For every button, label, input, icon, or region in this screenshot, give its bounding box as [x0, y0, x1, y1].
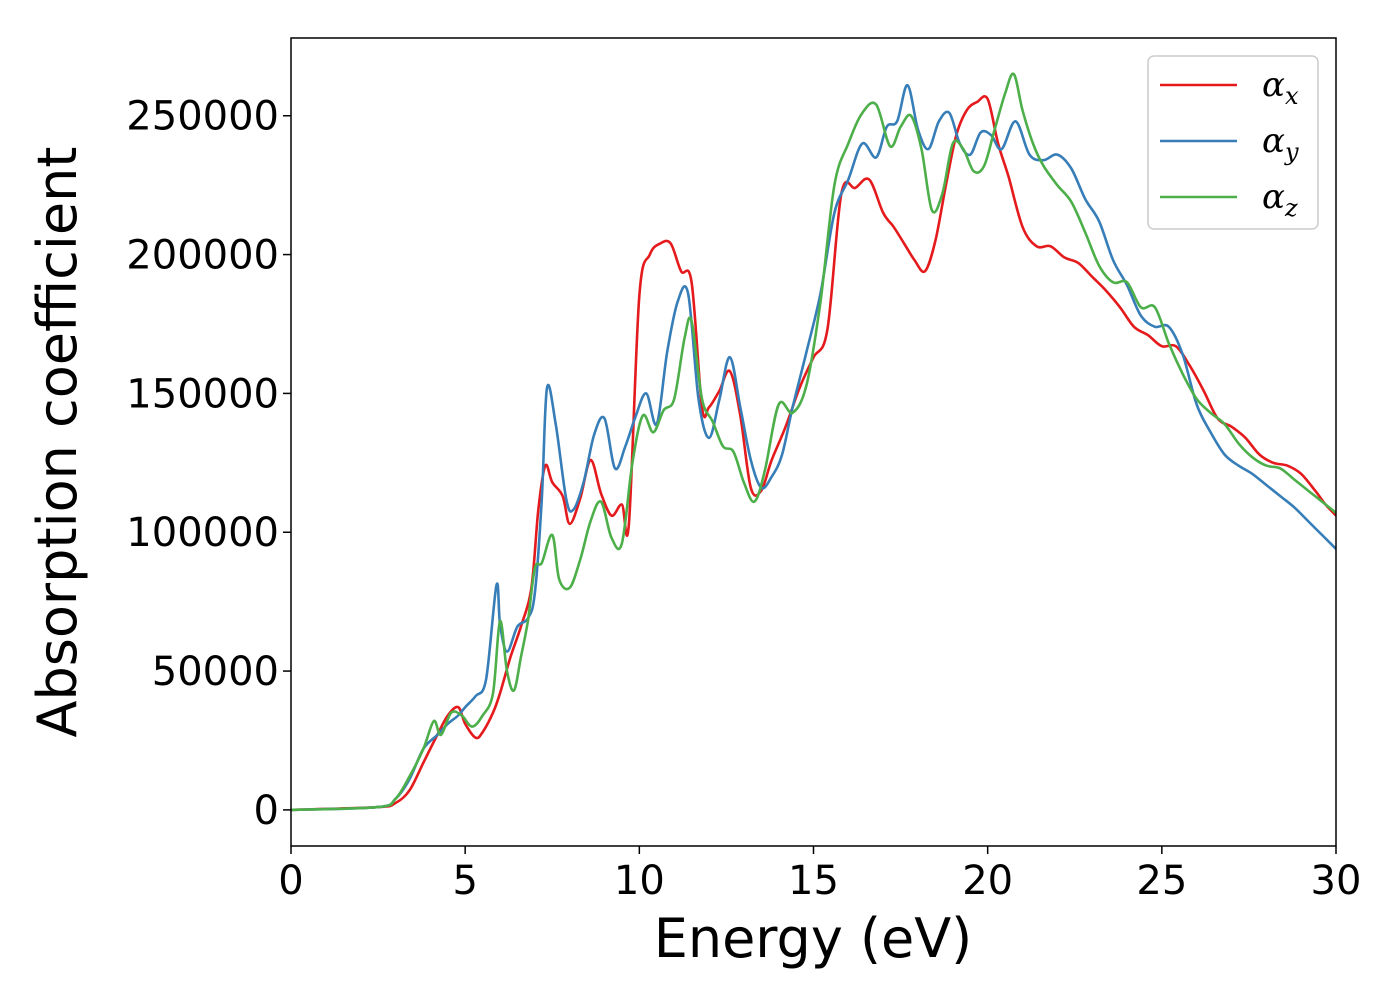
series-layer — [291, 72, 1336, 812]
x-tick-label: 15 — [788, 858, 839, 904]
legend-label-z: αz — [1262, 177, 1298, 222]
legend-label-y: αy — [1262, 121, 1299, 166]
x-tick-label: 5 — [452, 858, 477, 904]
y-tick-label: 100000 — [126, 510, 279, 556]
legend-label-x: αx — [1262, 65, 1299, 110]
y-axis-label: Absorption coefficient — [26, 147, 89, 738]
y-tick-label: 50000 — [152, 649, 279, 695]
x-tick-label: 30 — [1311, 858, 1362, 904]
x-tick-label: 25 — [1136, 858, 1187, 904]
x-tick-label: 0 — [278, 858, 303, 904]
x-tick-label: 20 — [962, 858, 1013, 904]
y-tick-label: 200000 — [126, 233, 279, 279]
x-axis-label: Energy (eV) — [654, 907, 973, 970]
legend: αx αy αz — [1147, 55, 1319, 230]
series-line-y — [291, 83, 1336, 812]
y-tick-label: 150000 — [126, 371, 279, 417]
y-axis-ticks: 0 50000 100000 150000 200000 250000 — [126, 94, 291, 834]
y-tick-label: 0 — [254, 788, 279, 834]
series-line-z — [291, 72, 1336, 812]
x-tick-label: 10 — [614, 858, 665, 904]
x-axis-ticks: 0 5 10 15 20 25 30 — [278, 846, 1361, 904]
y-tick-label: 250000 — [126, 94, 279, 140]
legend-box — [1147, 55, 1319, 230]
